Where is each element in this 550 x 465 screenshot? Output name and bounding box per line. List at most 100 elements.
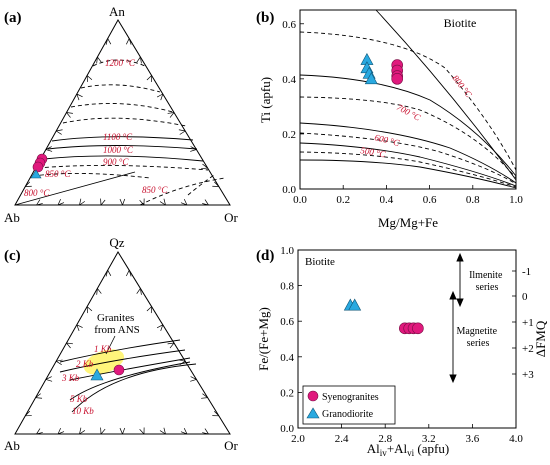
ternary-tick: [46, 379, 52, 381]
ternary-tick: [87, 307, 88, 313]
data-point: [114, 365, 124, 375]
isotherm-label-700-b: 700 °C: [395, 102, 423, 123]
panel-d-title: Biotite: [305, 256, 335, 268]
ternary-tick: [140, 429, 144, 434]
panel-c-corner-right: Or: [224, 438, 238, 453]
y2-tick-label: 0: [522, 291, 528, 303]
legend-syenogranites-marker: [308, 391, 318, 401]
x-tick-label: 3.6: [466, 433, 480, 445]
panel-c-corner-left: Ab: [4, 438, 20, 453]
magnetite-arrow-head-up: [450, 292, 456, 299]
panel-b-isotherms: [300, 10, 516, 188]
panel-b-xlabel: Mg/Mg+Fe: [378, 215, 438, 230]
panel-a: (a) An Ab Or 1200 °C 1100 °C 1000 °C 900…: [4, 4, 239, 225]
ternary-tick: [46, 150, 52, 152]
ternary-tick: [137, 57, 141, 62]
legend-granodiorite-label: Granodiorite: [322, 409, 374, 420]
isotherm-label-900: 900 °C: [103, 157, 129, 167]
ternary-tick: [97, 288, 101, 293]
isotherm-b5: [300, 123, 516, 183]
ilmenite-series-label: Ilmenite series: [469, 270, 505, 293]
isotherm-label-800-b: 800 °C: [450, 73, 474, 100]
ternary-tick: [36, 398, 42, 399]
pressure-label-10kb: 10 Kb: [72, 406, 94, 416]
ternary-tick: [180, 131, 185, 134]
y-tick-label: 0.0: [282, 184, 296, 196]
isotherm-label-1200: 1200 °C: [105, 58, 136, 68]
isotherm-a3: [63, 118, 186, 126]
y-tick-label: 0.4: [280, 352, 294, 364]
isotherm-a1: [81, 85, 160, 92]
isotherm-b2: [300, 32, 516, 170]
y2-tick-label: +2: [522, 343, 534, 355]
ternary-tick: [137, 288, 141, 293]
panel-a-corner-top: An: [109, 4, 125, 19]
y2-tick-label: +3: [522, 369, 534, 381]
ternary-tick: [126, 270, 129, 276]
ternary-tick: [126, 39, 129, 45]
isotherm-label-1100: 1100 °C: [103, 132, 133, 142]
panel-d-y2label: ΔFMQ: [533, 320, 548, 357]
ternary-tick: [123, 428, 125, 434]
y-tick-label: 0.8: [280, 281, 294, 293]
y2-tick-label: -1: [522, 266, 531, 278]
x-tick-label: 1.0: [509, 194, 523, 206]
y-tick-label: 0.6: [282, 19, 296, 31]
ternary-tick: [87, 76, 92, 80]
magnetite-arrow-head-down: [450, 375, 456, 382]
isotherm-label-800: 800 °C: [24, 188, 50, 198]
panel-c-corner-top: Qz: [109, 235, 124, 250]
ternary-tick: [120, 199, 123, 205]
isotherm-a2: [71, 103, 173, 112]
data-point: [392, 73, 403, 84]
isotherm-label-500-b: 500 °C: [360, 145, 388, 159]
ilmenite-arrow-head-down: [457, 299, 463, 306]
panel-a-corner-right: Or: [224, 210, 238, 225]
panel-b-ylabel: Ti (apfu): [258, 77, 273, 123]
x-tick-label: 0.2: [336, 194, 350, 206]
panel-d-legend: Syenogranites Granodiorite: [303, 386, 395, 424]
panel-a-corner-left: Ab: [4, 210, 20, 225]
y-tick-label: 0.6: [280, 316, 294, 328]
pressure-label-3kb: 3 Kb: [61, 373, 80, 383]
x-tick-label: 4.0: [509, 433, 523, 445]
ternary-tick: [147, 76, 152, 80]
panel-c-label: (c): [4, 248, 21, 264]
panel-b-plot-area: [300, 10, 516, 189]
y-tick-label: 0.4: [282, 74, 296, 86]
isotherm-b8: [300, 152, 516, 187]
ternary-tick: [120, 428, 123, 434]
isotherm-label-850-right: 850 °C: [142, 185, 168, 195]
ternary-tick: [147, 307, 152, 311]
isotherm-label-1000: 1000 °C: [103, 145, 134, 155]
panel-d-ylabel: Fe/(Fe+Mg): [256, 307, 271, 371]
y-tick-label: 0.2: [282, 129, 296, 141]
ilmenite-arrow-head-up: [457, 254, 463, 261]
ternary-tick: [108, 270, 111, 276]
ternary-tick: [190, 150, 196, 152]
cotectic-a: [188, 175, 214, 195]
panel-c-triangle: [15, 252, 230, 434]
pressure-label-1kb: 1 Kb: [94, 344, 112, 354]
panel-b-title: Biotite: [444, 16, 477, 30]
y-tick-label: 0.0: [280, 423, 294, 435]
ternary-tick: [201, 168, 207, 169]
panel-b-points: [361, 54, 403, 85]
y2-tick-label: +1: [522, 317, 534, 329]
pressure-label-2kb: 2 Kb: [76, 359, 94, 369]
isotherm-label-850: 850 °C: [45, 169, 71, 179]
legend-syenogranites-label: Syenogranites: [322, 392, 379, 403]
panel-d-series-arrows: [450, 254, 463, 382]
x-tick-label: 0.8: [466, 194, 480, 206]
data-point: [412, 323, 423, 334]
x-tick-label: 0.4: [380, 194, 394, 206]
ternary-tick: [108, 39, 111, 45]
granites-ans-label: Granites from ANS: [94, 312, 140, 336]
ternary-tick: [87, 76, 88, 82]
ternary-tick: [97, 57, 101, 62]
ternary-tick: [101, 429, 105, 434]
isotherm-b1: [376, 10, 516, 180]
panel-d-label: (d): [256, 248, 274, 264]
ternary-tick: [123, 199, 125, 205]
